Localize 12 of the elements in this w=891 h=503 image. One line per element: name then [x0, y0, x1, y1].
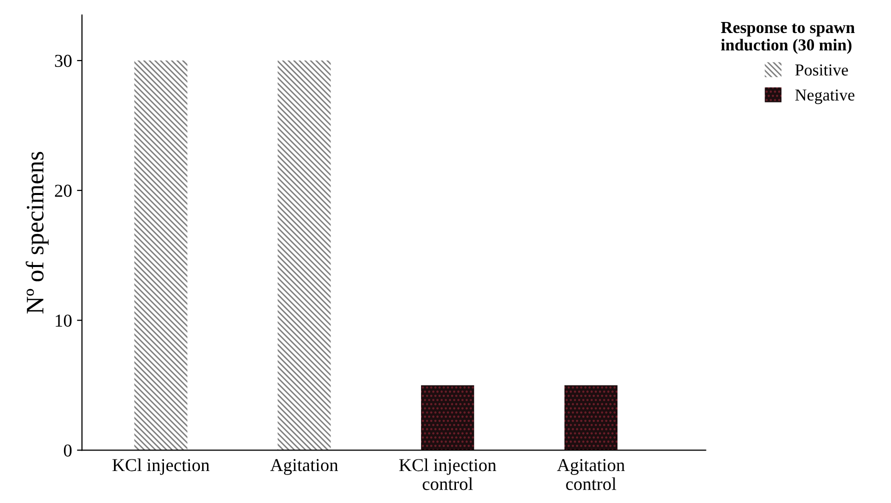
y-tick-label: 0 — [64, 444, 72, 457]
y-tick-label: 30 — [55, 54, 72, 67]
y-axis-title: Nº of specimens — [26, 152, 49, 314]
x-tick-label: KCl injection control — [399, 458, 496, 490]
legend-label: Negative — [795, 89, 854, 104]
legend-title: Response to spawn induction (30 min) — [720, 22, 855, 54]
y-tick-label: 10 — [56, 314, 72, 327]
x-tick-label: Agitation — [270, 459, 338, 475]
x-tick-label: Agitation control — [557, 459, 625, 490]
x-tick-label: KCl injection — [112, 458, 210, 475]
legend-label: Positive — [795, 64, 848, 76]
y-tick-label: 20 — [54, 184, 72, 197]
